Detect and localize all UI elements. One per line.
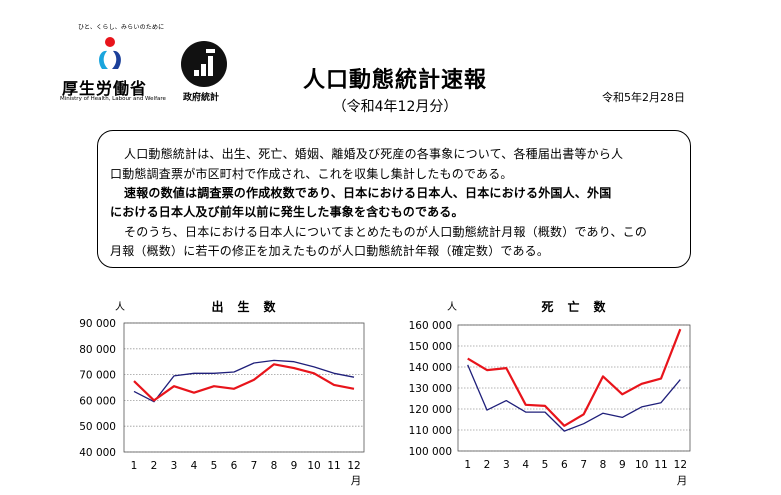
y-unit-label: 人: [115, 301, 125, 313]
notice-line-3-bold: 速報の数値は調査票の作成枚数であり、日本における日本人、日本における外国人、外国: [124, 186, 612, 200]
government-statistics-logo-icon: [180, 40, 228, 88]
y-unit-label: 人: [447, 301, 457, 313]
mhlw-logo-icon: [90, 36, 130, 72]
x-tick-label: 10: [307, 460, 320, 472]
notice-line-6: 月報（概数）に若干の修正を加えたものが人口動態統計年報（確定数）である。: [110, 244, 550, 258]
notice-line-4-bold: における日本人及び前年以前に発生した事象を含むものである。: [110, 205, 464, 219]
x-axis-label: 月: [351, 475, 362, 487]
mhlw-tagline: ひと、くらし、みらいのために: [78, 24, 165, 31]
x-axis-label: 月: [677, 475, 688, 487]
x-tick-label: 7: [580, 459, 587, 471]
x-tick-label: 6: [561, 459, 568, 471]
y-tick-label: 140 000: [409, 362, 452, 374]
x-tick-label: 3: [503, 459, 510, 471]
plot-frame: [457, 324, 691, 452]
x-tick-label: 11: [327, 460, 340, 472]
series-line-current: [467, 328, 682, 427]
x-tick-label: 4: [191, 460, 198, 472]
y-tick-label: 90 000: [79, 318, 116, 330]
x-tick-label: 10: [635, 459, 648, 471]
x-tick-label: 7: [251, 460, 258, 472]
series-line-current: [133, 363, 355, 402]
y-tick-label: 160 000: [409, 320, 452, 332]
mhlw-name: 厚生労働省: [62, 79, 148, 98]
x-tick-label: 1: [464, 459, 471, 471]
x-tick-label: 8: [271, 460, 278, 472]
x-tick-label: 2: [484, 459, 491, 471]
page-subtitle: （令和4年12月分）: [332, 99, 458, 115]
x-tick-label: 11: [654, 459, 667, 471]
page-title: 人口動態統計速報: [302, 68, 487, 93]
y-tick-label: 80 000: [79, 344, 116, 356]
births-chart: 出 生 数 人 90 000 80 000 70 000 60 000 50 000 40 0…: [79, 299, 365, 487]
notice-box: 人口動態統計は、出生、死亡、婚姻、離婚及び死産の各事象について、各種届出書等から…: [97, 130, 691, 268]
x-tick-label: 6: [231, 460, 238, 472]
x-tick-label: 8: [600, 459, 607, 471]
x-tick-label: 4: [522, 459, 529, 471]
x-tick-label: 9: [291, 460, 298, 472]
y-tick-label: 110 000: [409, 425, 452, 437]
plot-frame: [123, 322, 365, 453]
x-tick-label: 1: [131, 460, 138, 472]
deaths-chart: 死 亡 数 人 160 000 150 000 140 000 130 000 120 00…: [409, 299, 691, 487]
notice-line-5: そのうち、日本における日本人についてまとめたものが人口動態統計月報（概数）であり…: [124, 225, 648, 239]
series-line-previous: [467, 364, 681, 432]
y-tick-label: 150 000: [409, 341, 452, 353]
y-tick-label: 50 000: [79, 421, 116, 433]
x-tick-label: 5: [211, 460, 218, 472]
y-tick-label: 120 000: [409, 404, 452, 416]
y-tick-label: 60 000: [79, 395, 116, 407]
x-tick-label: 12: [674, 459, 687, 471]
y-tick-label: 100 000: [409, 446, 452, 458]
chart-title: 出 生 数: [211, 299, 276, 314]
y-tick-label: 70 000: [79, 370, 116, 382]
x-tick-label: 12: [347, 460, 360, 472]
x-tick-label: 9: [619, 459, 626, 471]
notice-line-2: 口動態調査票が市区町村で作成され、これを収集し集計したものである。: [110, 167, 513, 181]
y-tick-label: 40 000: [79, 447, 116, 459]
y-tick-label: 130 000: [409, 383, 452, 395]
publication-date: 令和5年2月28日: [602, 91, 685, 104]
x-tick-label: 5: [542, 459, 549, 471]
series-line-previous: [133, 359, 355, 403]
x-tick-label: 2: [151, 460, 158, 472]
notice-line-1: 人口動態統計は、出生、死亡、婚姻、離婚及び死産の各事象について、各種届出書等から…: [124, 147, 624, 161]
chart-title: 死 亡 数: [541, 299, 606, 314]
x-tick-label: 3: [171, 460, 178, 472]
government-statistics-label: 政府統計: [183, 93, 220, 103]
mhlw-english-name: Ministry of Health, Labour and Welfare: [60, 96, 166, 102]
